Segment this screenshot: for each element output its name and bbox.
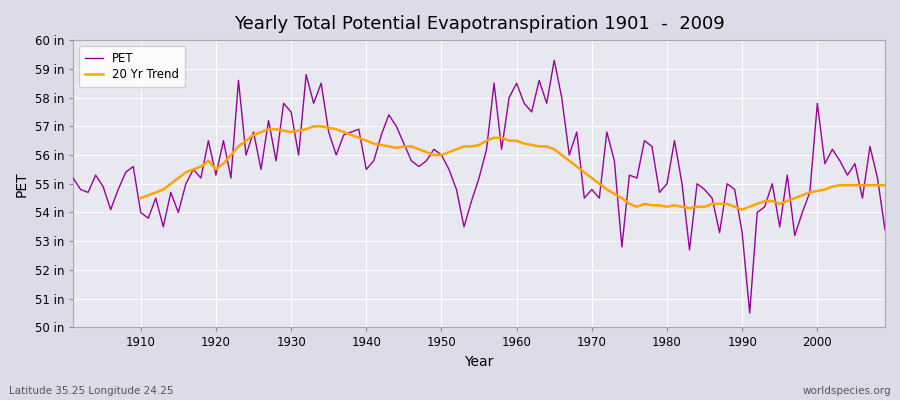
PET: [128, 164, 139, 169]
20 Yr Trend: [857, 183, 868, 188]
PET: [549, 58, 560, 63]
PET: [744, 311, 755, 316]
Text: worldspecies.org: worldspecies.org: [803, 386, 891, 396]
PET: [338, 132, 349, 137]
PET: [879, 227, 890, 232]
20 Yr Trend: [879, 183, 890, 188]
Line: 20 Yr Trend: 20 Yr Trend: [140, 126, 885, 210]
20 Yr Trend: [834, 183, 845, 188]
PET: [68, 176, 78, 180]
20 Yr Trend: [278, 128, 289, 133]
20 Yr Trend: [737, 207, 748, 212]
20 Yr Trend: [309, 124, 320, 129]
Text: Latitude 35.25 Longitude 24.25: Latitude 35.25 Longitude 24.25: [9, 386, 174, 396]
20 Yr Trend: [587, 176, 598, 180]
20 Yr Trend: [135, 196, 146, 200]
Legend: PET, 20 Yr Trend: PET, 20 Yr Trend: [79, 46, 184, 87]
Y-axis label: PET: PET: [15, 171, 29, 196]
PET: [504, 95, 515, 100]
PET: [609, 158, 620, 163]
20 Yr Trend: [316, 124, 327, 129]
Line: PET: PET: [73, 60, 885, 313]
X-axis label: Year: Year: [464, 355, 494, 369]
PET: [511, 81, 522, 86]
Title: Yearly Total Potential Evapotranspiration 1901  -  2009: Yearly Total Potential Evapotranspiratio…: [234, 15, 724, 33]
PET: [293, 153, 304, 158]
20 Yr Trend: [526, 142, 537, 147]
